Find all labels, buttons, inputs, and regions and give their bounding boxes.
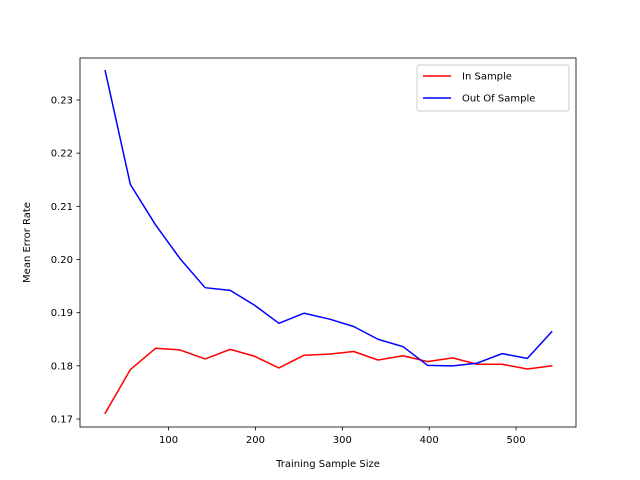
x-axis-ticks: 100 200 300 400 500 — [159, 427, 526, 446]
plot-frame — [79, 57, 577, 428]
series-line-in-sample — [104, 347, 553, 415]
y-tick-label: 0.23 — [51, 96, 73, 107]
y-axis-ticks: 0.17 0.18 0.19 0.20 0.21 0.22 0.23 — [51, 96, 80, 426]
y-tick-label: 0.20 — [51, 255, 73, 266]
y-tick-label: 0.22 — [51, 149, 73, 160]
y-tick-label: 0.18 — [51, 361, 73, 372]
y-tick-label: 0.21 — [51, 202, 73, 213]
y-tick-label: 0.19 — [51, 308, 73, 319]
x-tick-label: 400 — [420, 435, 439, 446]
y-tick-label: 0.17 — [51, 415, 73, 426]
y-axis-label: Mean Error Rate — [22, 202, 33, 283]
x-tick-label: 100 — [159, 435, 178, 446]
x-tick-label: 500 — [507, 435, 526, 446]
legend-box — [416, 64, 570, 112]
legend-label: In Sample — [462, 72, 512, 83]
legend-label: Out Of Sample — [462, 94, 535, 105]
series-line-out-of-sample — [104, 69, 553, 367]
plot-area — [80, 58, 576, 427]
x-tick-label: 300 — [333, 435, 352, 446]
x-tick-label: 200 — [246, 435, 265, 446]
legend: In Sample Out Of Sample — [416, 64, 570, 112]
x-axis-label: Training Sample Size — [275, 459, 380, 470]
series-lines — [104, 69, 553, 415]
